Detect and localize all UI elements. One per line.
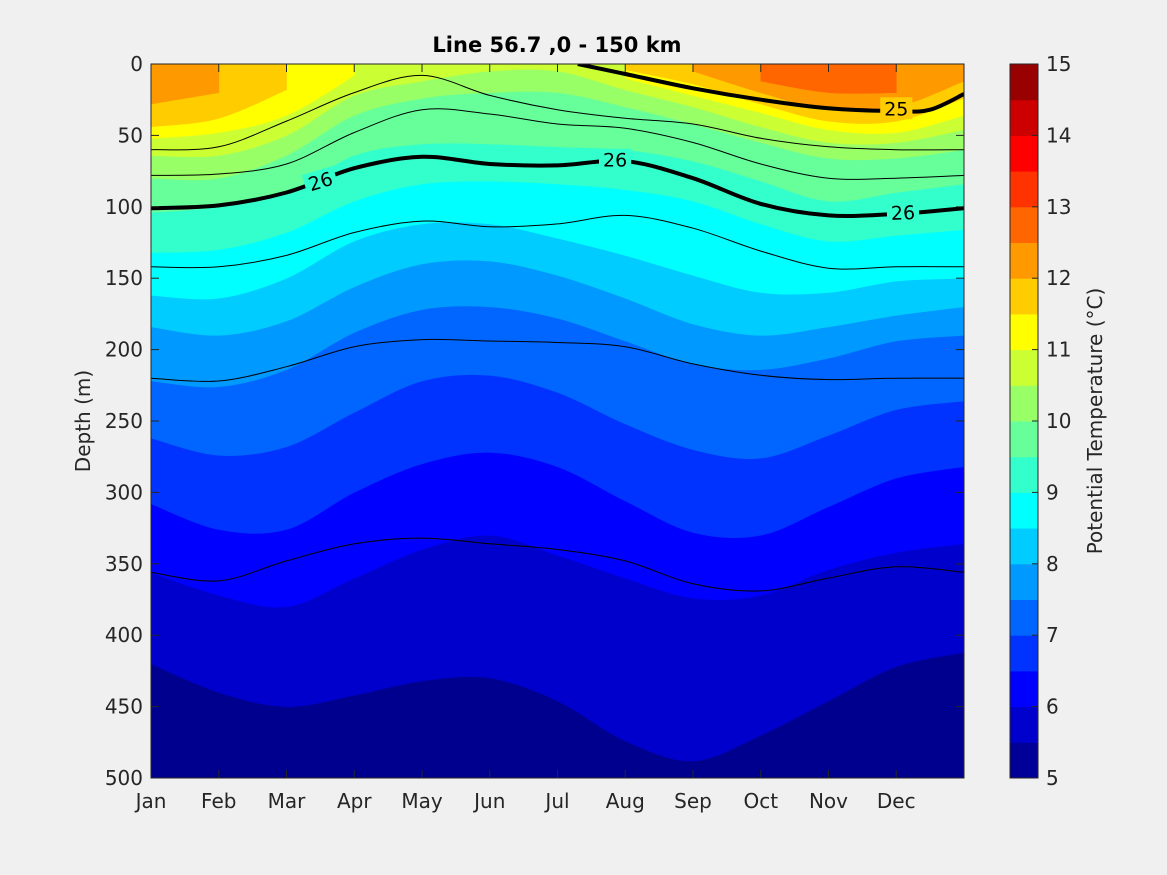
y-tick-label: 400 — [105, 623, 143, 647]
y-tick-label: 200 — [105, 338, 143, 362]
colorbar-tick-label: 15 — [1046, 52, 1071, 76]
contour-label: 26 — [886, 200, 920, 225]
x-tick-label: Feb — [201, 789, 236, 813]
colorbar-tick-label: 5 — [1046, 766, 1059, 790]
x-axis: Jan Feb Mar Apr May Jun Jul Aug Sep Oct Nov Dec — [134, 64, 916, 813]
y-axis-label: Depth (m) — [71, 370, 95, 472]
chart-title: Line 56.7 ,0 - 150 km — [432, 33, 681, 57]
x-tick-label: May — [401, 789, 443, 813]
colorbar-tick-label: 12 — [1046, 266, 1071, 290]
x-tick-label: Aug — [606, 789, 645, 813]
colorbar-bin — [1010, 599, 1038, 636]
colorbar-tick-label: 6 — [1046, 695, 1059, 719]
y-tick-label: 50 — [118, 123, 143, 147]
colorbar-bin — [1010, 563, 1038, 600]
colorbar-bin — [1010, 135, 1038, 172]
density-contour-bold — [577, 64, 964, 114]
y-tick-label: 450 — [105, 695, 143, 719]
colorbar-tick-label: 14 — [1046, 123, 1071, 147]
colorbar-bin — [1010, 278, 1038, 315]
x-tick-label: Jul — [543, 789, 569, 813]
colorbar-tick-label: 13 — [1046, 195, 1071, 219]
x-tick-label: Apr — [337, 789, 372, 813]
x-tick-label: Jan — [134, 789, 167, 813]
density-contour-lines — [151, 64, 964, 592]
colorbar-bin — [1010, 242, 1038, 279]
density-contour-thin — [151, 74, 964, 151]
colorbar-tick-label: 9 — [1046, 480, 1059, 504]
colorbar-bin — [1010, 492, 1038, 529]
contour-label-bg — [886, 200, 920, 225]
y-tick-label: 100 — [105, 195, 143, 219]
colorbar-bin — [1010, 171, 1038, 208]
contour-label-text: 26 — [891, 202, 916, 225]
x-tick-label: Nov — [809, 789, 848, 813]
y-axis: 0 50 100 150 200 250 300 350 400 450 500 — [105, 52, 964, 790]
contour-fill-band — [760, 64, 897, 94]
colorbar-bin — [1010, 206, 1038, 243]
x-tick-label: Sep — [674, 789, 712, 813]
x-tick-label: Oct — [743, 789, 778, 813]
contour-label: 26 — [599, 148, 632, 172]
colorbar-bin — [1010, 670, 1038, 708]
colorbar: 5 6 7 8 9 10 11 12 13 14 15 — [1009, 52, 1071, 790]
x-tick-label: Mar — [268, 789, 307, 813]
colorbar-bin — [1010, 64, 1038, 101]
contour-label-text: 25 — [884, 98, 908, 120]
colorbar-bin — [1010, 742, 1038, 779]
colorbar-bin — [1010, 313, 1038, 351]
y-tick-label: 350 — [105, 552, 143, 576]
y-tick-label: 0 — [130, 52, 143, 76]
colorbar-tick-label: 8 — [1046, 552, 1059, 576]
x-tick-label: Dec — [877, 789, 916, 813]
density-contour-thin — [151, 214, 964, 270]
colorbar-bin — [1010, 635, 1038, 672]
colorbar-bin — [1010, 528, 1038, 565]
x-tick-label: Jun — [472, 789, 505, 813]
colorbar-bin — [1010, 385, 1038, 422]
contour-fill-band — [151, 64, 220, 105]
colorbar-label: Potential Temperature (°C) — [1083, 288, 1107, 555]
colorbar-tick-label: 10 — [1046, 409, 1071, 433]
contour-label-bg — [599, 148, 632, 171]
contour-label-text: 26 — [603, 150, 627, 172]
colorbar-tick-label: 11 — [1046, 338, 1071, 362]
contour-fills — [151, 64, 964, 762]
colorbar-bin — [1010, 456, 1038, 493]
density-contour-thin — [151, 338, 964, 382]
y-tick-label: 300 — [105, 480, 143, 504]
density-contour-thin — [151, 537, 964, 592]
contour-label: 25 — [880, 97, 913, 120]
y-tick-label: 500 — [105, 766, 143, 790]
colorbar-tick-label: 7 — [1046, 623, 1059, 647]
colorbar-bin — [1010, 706, 1038, 743]
colorbar-bin — [1010, 421, 1038, 458]
y-tick-label: 150 — [105, 266, 143, 290]
density-contour-thin — [151, 108, 964, 180]
colorbar-bin — [1010, 99, 1038, 136]
contour-label-bg — [880, 97, 913, 120]
contour-label-bg — [301, 165, 340, 197]
y-tick-label: 250 — [105, 409, 143, 433]
density-contour-bold — [151, 154, 964, 218]
colorbar-bin — [1010, 349, 1038, 386]
